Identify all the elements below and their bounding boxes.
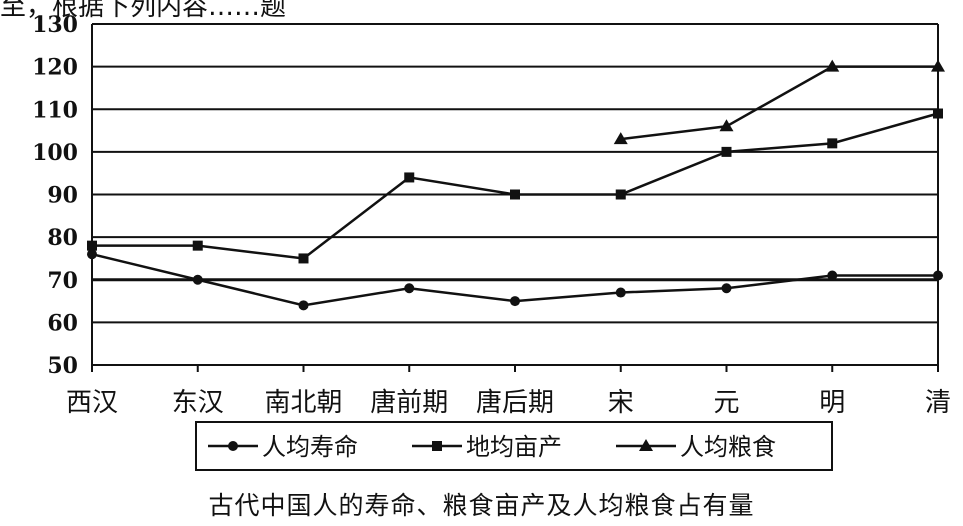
x-category-label: 东汉 <box>172 388 224 418</box>
y-tick-label: 90 <box>47 183 78 209</box>
line-chart: 50 60 70 80 90 100 110 120 130 西汉 东汉 南北朝 唐前期 唐后期 宋 元 明 清人… <box>32 12 951 471</box>
series-lifespan-point <box>404 283 415 294</box>
x-category-label: 唐前期 <box>370 388 448 418</box>
series-yield-point <box>510 189 520 200</box>
x-category-label: 西汉 <box>66 388 118 418</box>
series-lifespan-point <box>192 274 203 285</box>
y-tick-label: 60 <box>47 310 78 336</box>
series-yield-point <box>404 172 415 183</box>
series-yield-point <box>933 108 943 119</box>
series-grain-point <box>931 59 945 72</box>
y-tick-label: 130 <box>32 12 78 38</box>
legend-grain-point <box>639 439 653 451</box>
series-lifespan-point <box>87 249 97 260</box>
legend-box <box>195 421 833 471</box>
series-grain-point <box>825 59 840 72</box>
series-yield-point <box>615 189 626 200</box>
y-tick-label: 120 <box>32 55 78 81</box>
x-category-label: 唐后期 <box>476 388 554 418</box>
y-tick-label: 100 <box>32 140 78 166</box>
series-yield-point <box>87 240 97 251</box>
header-fragment: 至，根据下列内容……题 <box>0 0 287 22</box>
series-lifespan-point <box>298 300 309 311</box>
series-grain-point <box>719 119 734 132</box>
x-category-label: 清 <box>925 388 951 418</box>
series-line-grain <box>620 65 938 141</box>
series-lifespan-point <box>615 287 626 298</box>
x-category-label: 明 <box>819 388 845 418</box>
y-tick-label: 70 <box>47 268 78 294</box>
series-lifespan-point <box>933 270 943 281</box>
x-category-label: 宋 <box>608 388 634 418</box>
series-yield-point <box>721 146 732 157</box>
series-yield-point <box>192 240 203 251</box>
series-lifespan-point <box>827 270 838 281</box>
series-lifespan-point <box>721 283 732 294</box>
y-tick-label: 50 <box>47 353 78 379</box>
legend-label-grain: 人均粮食 <box>680 433 776 461</box>
legend-label-lifespan: 人均寿命 <box>262 433 358 461</box>
x-category-label: 元 <box>713 388 739 418</box>
series-lifespan-point <box>510 296 520 307</box>
y-tick-label: 80 <box>47 225 78 251</box>
chart-caption: 古代中国人的寿命、粮食亩产及人均粮食占有量 <box>208 491 755 520</box>
legend-label-yield: 地均亩产 <box>466 433 562 461</box>
series-yield-point <box>827 138 838 149</box>
y-tick-label: 110 <box>32 97 78 123</box>
x-category-label: 南北朝 <box>264 388 342 418</box>
series-grain-point <box>613 132 628 145</box>
legend-yield-point <box>432 441 442 451</box>
series-yield-point <box>298 253 309 264</box>
legend-lifespan-point <box>228 441 238 451</box>
